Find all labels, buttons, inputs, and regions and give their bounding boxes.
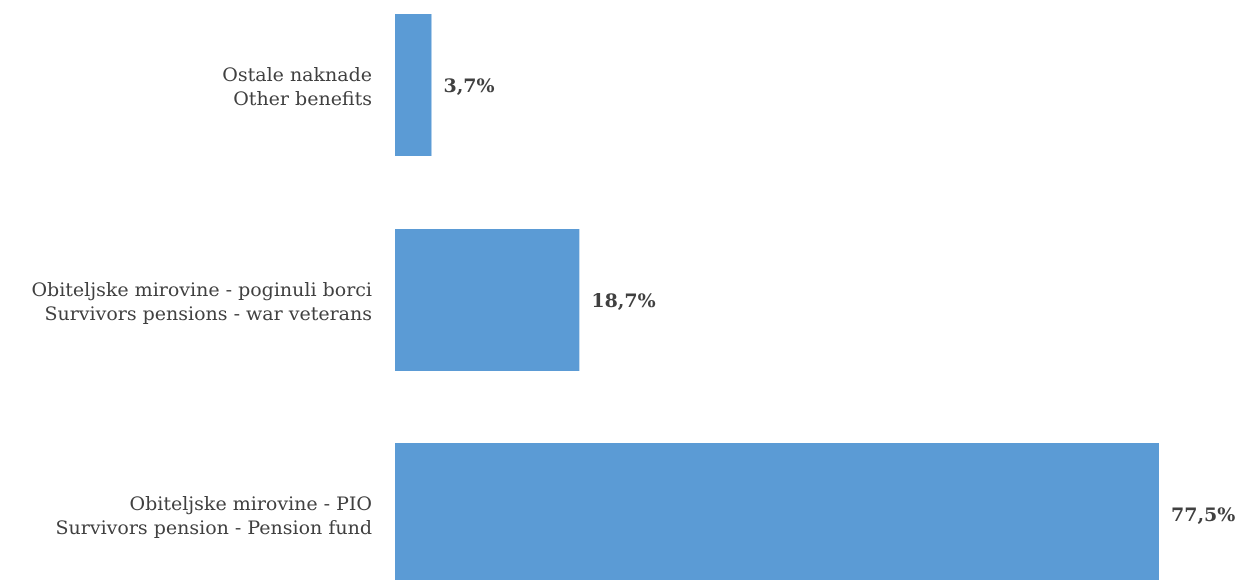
- data-label-1: 18,7%: [591, 290, 655, 312]
- category-label-line1: Obiteljske mirovine - PIO: [130, 493, 372, 515]
- category-label-line2: Other benefits: [233, 88, 372, 110]
- category-label-line1: Obiteljske mirovine - poginuli borci: [31, 279, 372, 301]
- bar-0: [395, 14, 432, 156]
- category-label-0: Ostale naknade Other benefits: [222, 64, 372, 110]
- data-label-0: 3,7%: [443, 75, 494, 97]
- data-label-2: 77,5%: [1171, 504, 1235, 526]
- category-label-1: Obiteljske mirovine - poginuli borci Surv…: [31, 279, 372, 325]
- category-label-line2: Survivors pension - Pension fund: [56, 517, 372, 539]
- bar-1: [395, 229, 580, 371]
- category-label-line2: Survivors pensions - war veterans: [44, 303, 372, 325]
- bar-2: [395, 443, 1159, 580]
- category-label-line1: Ostale naknade: [222, 64, 372, 86]
- category-label-2: Obiteljske mirovine - PIO Survivors pensi…: [56, 493, 372, 539]
